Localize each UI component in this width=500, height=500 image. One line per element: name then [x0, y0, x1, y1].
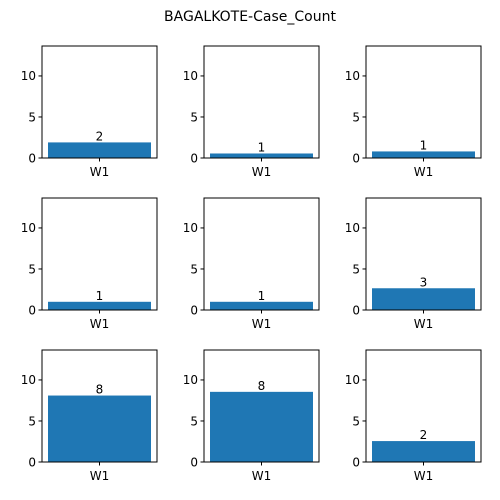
x-tick-label: W1	[414, 469, 434, 483]
subplot-7: 0 5 10 W1 8	[21, 350, 157, 483]
bar	[210, 302, 313, 310]
data-label: 1	[258, 140, 266, 154]
y-tick-label: 5	[190, 262, 198, 276]
y-tick-label: 10	[345, 221, 360, 235]
bar	[48, 302, 151, 310]
y-tick-label: 5	[352, 414, 360, 428]
y-tick-label: 5	[352, 110, 360, 124]
x-tick-label: W1	[90, 317, 110, 331]
x-tick-label: W1	[252, 317, 272, 331]
y-tick-label: 5	[190, 414, 198, 428]
bar	[210, 392, 313, 462]
subplot-5: 0 5 10 W1 1	[183, 198, 319, 331]
data-label: 1	[420, 138, 428, 152]
x-tick-label: W1	[90, 469, 110, 483]
data-label: 1	[96, 289, 104, 303]
chart-title: BAGALKOTE-Case_Count	[164, 9, 336, 25]
y-tick-label: 5	[190, 110, 198, 124]
subplot-6: 0 5 10 W1 3	[345, 198, 481, 331]
y-tick-label: 5	[28, 110, 36, 124]
y-tick-label: 0	[352, 151, 360, 165]
y-tick-label: 10	[21, 221, 36, 235]
y-tick-label: 5	[28, 414, 36, 428]
y-tick-label: 0	[190, 151, 198, 165]
bar	[48, 142, 151, 158]
y-tick-label: 10	[183, 373, 198, 387]
data-label: 8	[258, 379, 266, 393]
bar	[48, 396, 151, 462]
y-tick-label: 0	[28, 455, 36, 469]
x-tick-label: W1	[252, 469, 272, 483]
x-tick-label: W1	[252, 165, 272, 179]
y-tick-label: 0	[190, 455, 198, 469]
subplot-grid: 0510W120510W110510W110510W110510W110510W…	[21, 46, 481, 483]
y-tick-label: 5	[28, 262, 36, 276]
x-tick-label: W1	[414, 317, 434, 331]
y-tick-label: 10	[183, 69, 198, 83]
subplot-3: 0 5 10 W1 1	[345, 46, 481, 179]
y-tick-label: 0	[352, 303, 360, 317]
y-tick-label: 0	[352, 455, 360, 469]
y-tick-label: 0	[28, 303, 36, 317]
y-tick-label: 10	[21, 69, 36, 83]
y-tick-label: 10	[345, 69, 360, 83]
data-label: 1	[258, 289, 266, 303]
subplot-8: 0 5 10 W1 8	[183, 350, 319, 483]
y-tick-label: 10	[183, 221, 198, 235]
data-label: 2	[420, 428, 428, 442]
y-tick-label: 10	[21, 373, 36, 387]
x-tick-label: W1	[90, 165, 110, 179]
bar	[372, 288, 475, 310]
data-label: 3	[420, 275, 428, 289]
y-tick-label: 10	[345, 373, 360, 387]
data-label: 8	[96, 383, 104, 397]
subplot-2: 0 5 10 W1 1	[183, 46, 319, 179]
subplot-4: 0 5 10 W1 1	[21, 198, 157, 331]
y-tick-label: 0	[190, 303, 198, 317]
data-label: 2	[96, 129, 104, 143]
bar	[372, 441, 475, 462]
subplot-9: 0 5 10 W1 2	[345, 350, 481, 483]
x-tick-label: W1	[414, 165, 434, 179]
subplot-1: 0 5 10 W1 2	[21, 46, 157, 179]
y-tick-label: 0	[28, 151, 36, 165]
y-tick-label: 5	[352, 262, 360, 276]
